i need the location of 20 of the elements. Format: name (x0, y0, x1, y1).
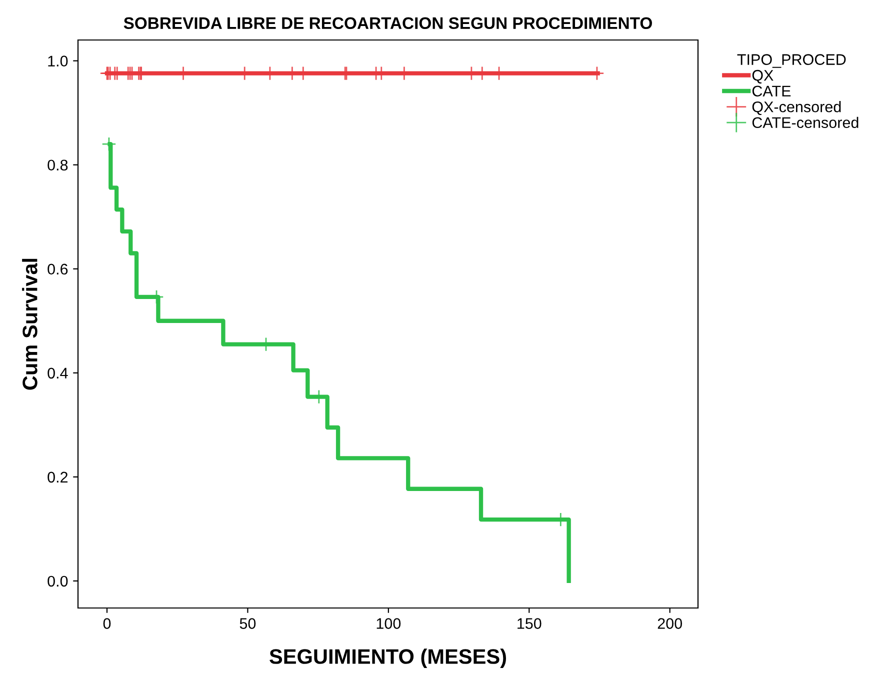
x-tick-label: 150 (518, 618, 542, 629)
x-tick-label: 100 (376, 618, 401, 629)
point (102, 136, 116, 152)
y-tick-label: 0.0 (48, 576, 68, 587)
x-tick-label: 200 (658, 618, 682, 629)
y-tick-label: 1.0 (48, 56, 68, 66)
y-tick-label: 0.8 (48, 160, 68, 171)
legend-label: QX-censored (752, 101, 841, 116)
y-tick-label: 0.4 (48, 368, 68, 379)
x-axis-title: SEGUIMIENTO (MESES) (270, 648, 506, 668)
legend-label: CATE (752, 86, 791, 97)
x-tick-label: 50 (240, 618, 256, 629)
legend-label: CATE-censored (752, 116, 858, 128)
y-tick-label: 0.2 (48, 472, 68, 483)
y-tick-label: 0.6 (48, 264, 68, 275)
legend-label: QX (752, 70, 774, 84)
chart-title: SOBREVIDA LIBRE DE RECOARTACION SEGUN PROCEDIMIENTO (124, 17, 652, 30)
y-axis-title: Cum Survival (22, 258, 38, 390)
x-tick-label: 0 (103, 618, 111, 629)
legend-title: TIPO_PROCED (737, 54, 846, 68)
